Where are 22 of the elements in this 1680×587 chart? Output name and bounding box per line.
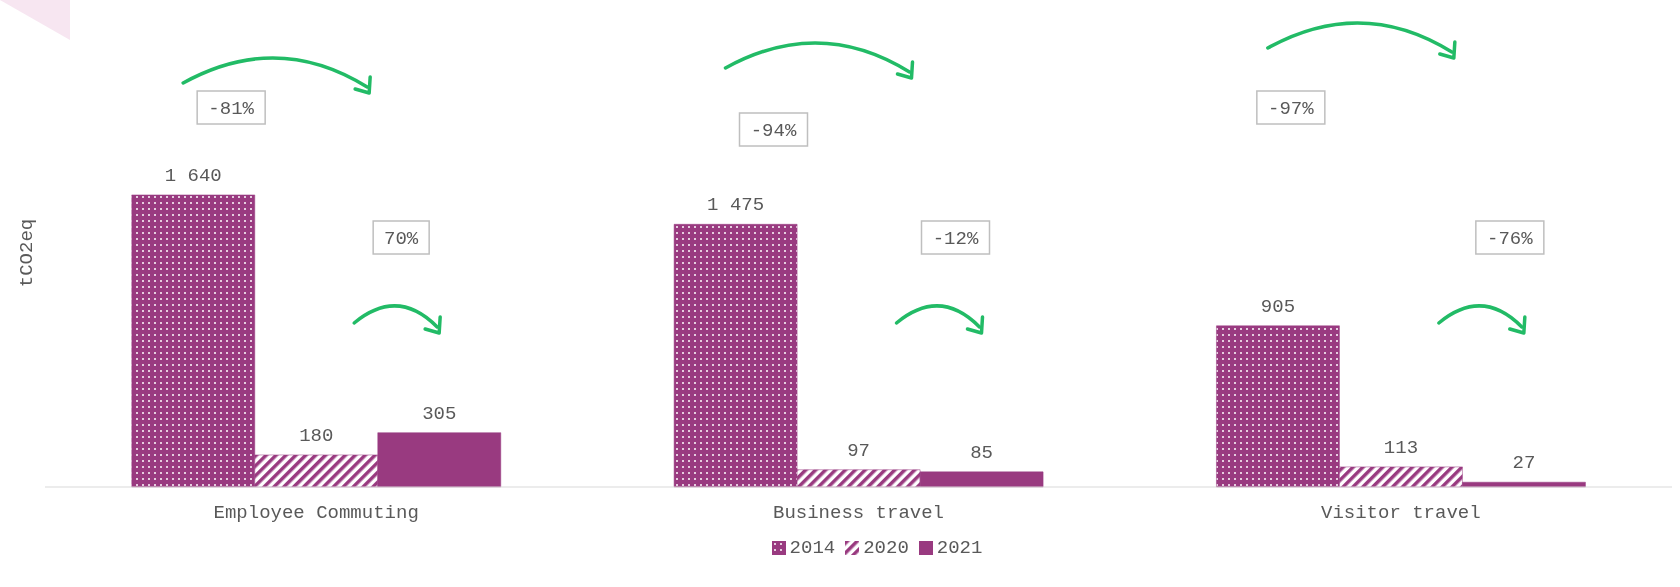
annotation: 70% [384,228,419,250]
x-tick-label: Visitor travel [1321,502,1481,525]
data-label: 113 [1383,436,1419,459]
data-label: 305 [422,402,457,425]
data-label: 27 [1512,452,1536,475]
x-tick-label: Business travel [772,502,945,525]
data-label: 1 640 [164,164,222,187]
data-label: 905 [1260,295,1296,318]
legend-label: 2021 [935,537,983,559]
text: -97% [1268,98,1315,120]
data-label: 97 [847,439,871,462]
annotation: -12% [932,228,979,250]
y-axis-title: tCO2eq [16,218,38,288]
data-label: 180 [299,424,334,447]
text: -94% [750,120,797,142]
data-label: 85 [970,441,994,464]
legend-label: 2014 [788,537,836,559]
legend-label: 2020 [862,537,909,559]
annotation: -76% [1487,228,1534,250]
data-label: 1 475 [707,194,765,217]
x-tick-label: Employee Commuting [213,502,419,525]
text: -81% [208,98,255,120]
